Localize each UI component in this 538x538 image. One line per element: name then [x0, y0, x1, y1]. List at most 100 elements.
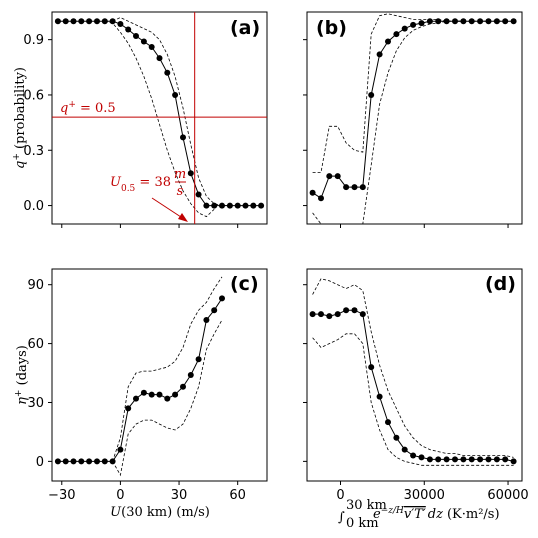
- x-axis-label: ∫ 30 km 0 km e−z/Hv′T′ dz (K·m²/s): [338, 498, 500, 531]
- x-tick-label: −30: [48, 488, 75, 503]
- lower-bound-line: [312, 333, 514, 466]
- mean-data-point: [140, 389, 147, 396]
- integral-sign: ∫: [338, 510, 345, 525]
- mean-data-point: [101, 458, 108, 465]
- mean-data-point: [426, 456, 433, 463]
- mean-data-point: [376, 51, 383, 58]
- y-tick-label: 0: [36, 455, 44, 470]
- mean-data-point: [219, 295, 225, 302]
- panel-label: (d): [485, 273, 516, 295]
- y-tick-label: 30: [27, 396, 44, 411]
- mean-data-point: [156, 55, 163, 62]
- y-axis-label: η+ (days): [14, 345, 30, 405]
- mean-series-line: [312, 309, 514, 462]
- mean-data-point: [452, 456, 458, 463]
- mean-data-point: [385, 419, 391, 426]
- mean-data-point: [187, 372, 194, 378]
- mean-data-point: [62, 458, 69, 465]
- mean-data-point: [410, 21, 417, 28]
- mean-data-point: [70, 18, 77, 25]
- mean-data-point: [477, 456, 484, 463]
- x-tick-label: 0: [336, 488, 344, 503]
- upper-bound-line: [312, 278, 514, 458]
- mean-data-point: [393, 434, 400, 441]
- mean-data-point: [203, 202, 210, 209]
- panel-label: (a): [230, 17, 260, 39]
- mean-data-point: [125, 26, 132, 33]
- mean-series-line: [312, 20, 514, 199]
- mean-data-point: [493, 18, 500, 25]
- mean-data-point: [468, 456, 475, 463]
- mean-data-point: [493, 456, 500, 463]
- mean-data-point: [234, 202, 241, 209]
- lower-bound-line: [112, 319, 223, 477]
- y-axis-label: q+ (probability): [12, 67, 28, 169]
- mean-data-point: [86, 18, 93, 25]
- x-axis-label: U(30 km) (m/s): [110, 505, 210, 520]
- u-unit-denominator: s: [177, 184, 184, 199]
- mean-data-point: [94, 18, 100, 25]
- mean-data-point: [334, 173, 341, 180]
- mean-data-point: [385, 38, 391, 45]
- mean-data-point: [211, 202, 218, 209]
- y-tick-label: 60: [27, 337, 44, 352]
- mean-data-point: [502, 456, 509, 463]
- lower-bound-line: [312, 20, 464, 224]
- mean-data-point: [180, 134, 186, 141]
- integral-lower-limit: 0 km: [346, 516, 379, 531]
- mean-data-point: [242, 202, 249, 209]
- panel-b: (b): [303, 11, 523, 228]
- mean-data-point: [164, 395, 171, 402]
- panel-label: (c): [230, 273, 259, 295]
- u-threshold-annotation: U0.5 = 38 m s: [110, 167, 188, 222]
- mean-data-point: [148, 391, 155, 398]
- mean-data-point: [443, 456, 450, 463]
- mean-data-point: [78, 18, 85, 25]
- mean-data-point: [125, 405, 132, 412]
- mean-data-point: [393, 31, 400, 38]
- integral-upper-limit: 30 km: [346, 498, 387, 513]
- mean-data-point: [468, 18, 475, 25]
- mean-data-point: [334, 311, 341, 318]
- u-annotation-arrowhead: [178, 213, 188, 222]
- mean-data-point: [368, 92, 375, 98]
- mean-data-point: [460, 456, 467, 463]
- mean-data-point: [86, 458, 93, 465]
- y-tick-label: 0.3: [23, 144, 44, 159]
- mean-data-point: [133, 395, 139, 402]
- mean-data-point: [54, 458, 61, 465]
- mean-data-point: [203, 317, 210, 323]
- upper-bound-line: [312, 13, 506, 173]
- mean-data-point: [309, 189, 316, 196]
- mean-data-point: [368, 364, 375, 371]
- upper-bound-line: [112, 276, 223, 462]
- mean-data-point: [435, 456, 442, 463]
- panel-label: (b): [316, 17, 347, 39]
- mean-data-point: [117, 446, 124, 453]
- integrand: e−z/Hv′T′ dz (K·m²/s): [373, 506, 500, 522]
- panel-d: (d) 0 30000 60000 ∫ 30 km 0 km e−z/Hv′T′ dz…: [303, 268, 529, 531]
- q-threshold-annotation: q+ = 0.5: [60, 100, 116, 116]
- x-tick-label: 30: [171, 488, 188, 503]
- mean-data-point: [148, 44, 155, 50]
- mean-data-point: [401, 25, 408, 32]
- mean-data-point: [195, 191, 202, 198]
- eddy-heat-flux: v′T′: [404, 507, 426, 522]
- mean-data-point: [250, 202, 257, 209]
- mean-data-point: [172, 391, 179, 398]
- mean-data-point: [62, 18, 69, 25]
- mean-data-point: [195, 356, 202, 363]
- mean-data-point: [187, 170, 194, 177]
- y-tick-label: 0.6: [23, 88, 44, 103]
- mean-data-point: [376, 393, 383, 400]
- mean-data-point: [258, 202, 265, 209]
- x-tick-label: 30000: [404, 488, 445, 503]
- mean-data-point: [172, 92, 179, 98]
- mean-data-point: [410, 452, 417, 459]
- y-tick-label: 90: [27, 278, 44, 293]
- mean-data-point: [359, 311, 366, 318]
- mean-data-point: [351, 307, 358, 314]
- mean-data-point: [485, 456, 492, 463]
- plot-frame: [51, 268, 268, 482]
- mean-series-line: [57, 298, 223, 462]
